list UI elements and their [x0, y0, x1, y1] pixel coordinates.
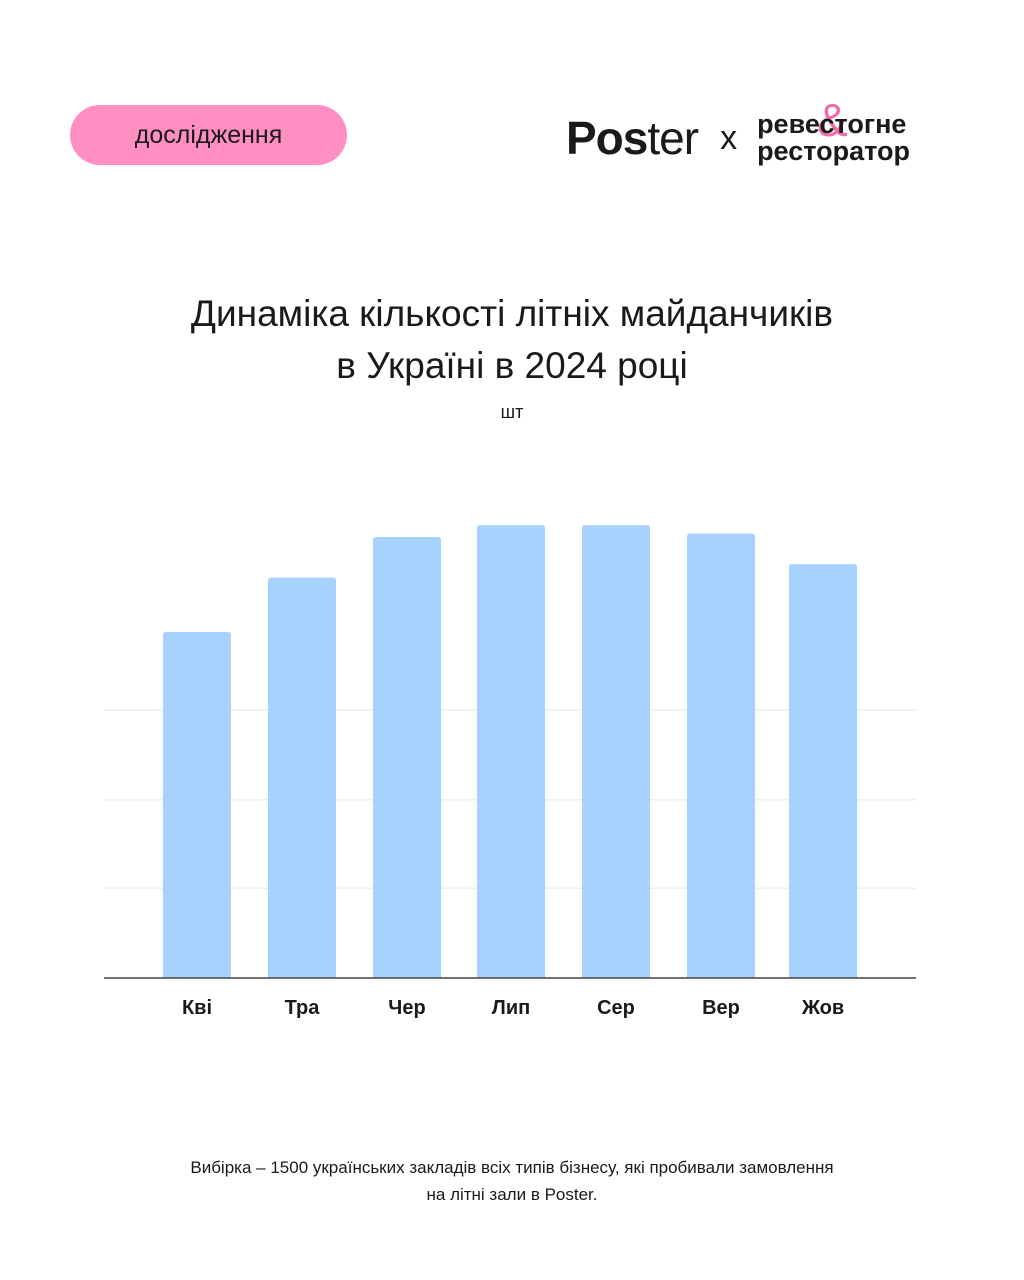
- partner-line2: ресторатор: [757, 136, 910, 166]
- x-tick-label: Вер: [702, 997, 740, 1019]
- poster-logo: Poster: [566, 112, 699, 164]
- footnote-line1: Вибірка – 1500 українських закладів всіх…: [190, 1158, 834, 1177]
- x-tick-label: Жов: [801, 997, 844, 1019]
- x-tick-label: Сер: [597, 997, 635, 1019]
- partner-logo: & ревестогне ресторатор: [757, 97, 910, 166]
- brand-logos: Poster x & ревестогне ресторатор: [566, 97, 910, 168]
- x-tick-label: Тра: [285, 997, 321, 1019]
- bar-1: [163, 631, 231, 978]
- bar-4: [477, 525, 545, 978]
- chart-title-line1: Динаміка кількості літніх майданчиків: [190, 293, 834, 334]
- x-tick-label: Лип: [492, 997, 530, 1019]
- bar-7: [789, 564, 857, 978]
- footnote: Вибірка – 1500 українських закладів всіх…: [80, 1154, 944, 1208]
- bar-6: [687, 533, 755, 978]
- bar-2: [268, 577, 336, 978]
- partner-line1: ревестогне: [757, 109, 907, 139]
- chart-unit: шт: [500, 402, 524, 422]
- chart-title: Динаміка кількості літніх майданчиків в …: [0, 288, 1024, 392]
- bar-5: [582, 525, 650, 978]
- x-tick-label: Чер: [388, 997, 425, 1019]
- footnote-line2: на літні зали в Poster.: [426, 1185, 598, 1204]
- x-tick-label: Кві: [182, 997, 212, 1019]
- research-badge-label: дослідження: [134, 120, 283, 149]
- chart-title-line2: в Україні в 2024 році: [336, 345, 688, 386]
- bar-3: [373, 536, 441, 978]
- partner-amp: &: [817, 94, 848, 146]
- research-badge: дослідження: [70, 105, 347, 165]
- collab-x: x: [720, 118, 738, 157]
